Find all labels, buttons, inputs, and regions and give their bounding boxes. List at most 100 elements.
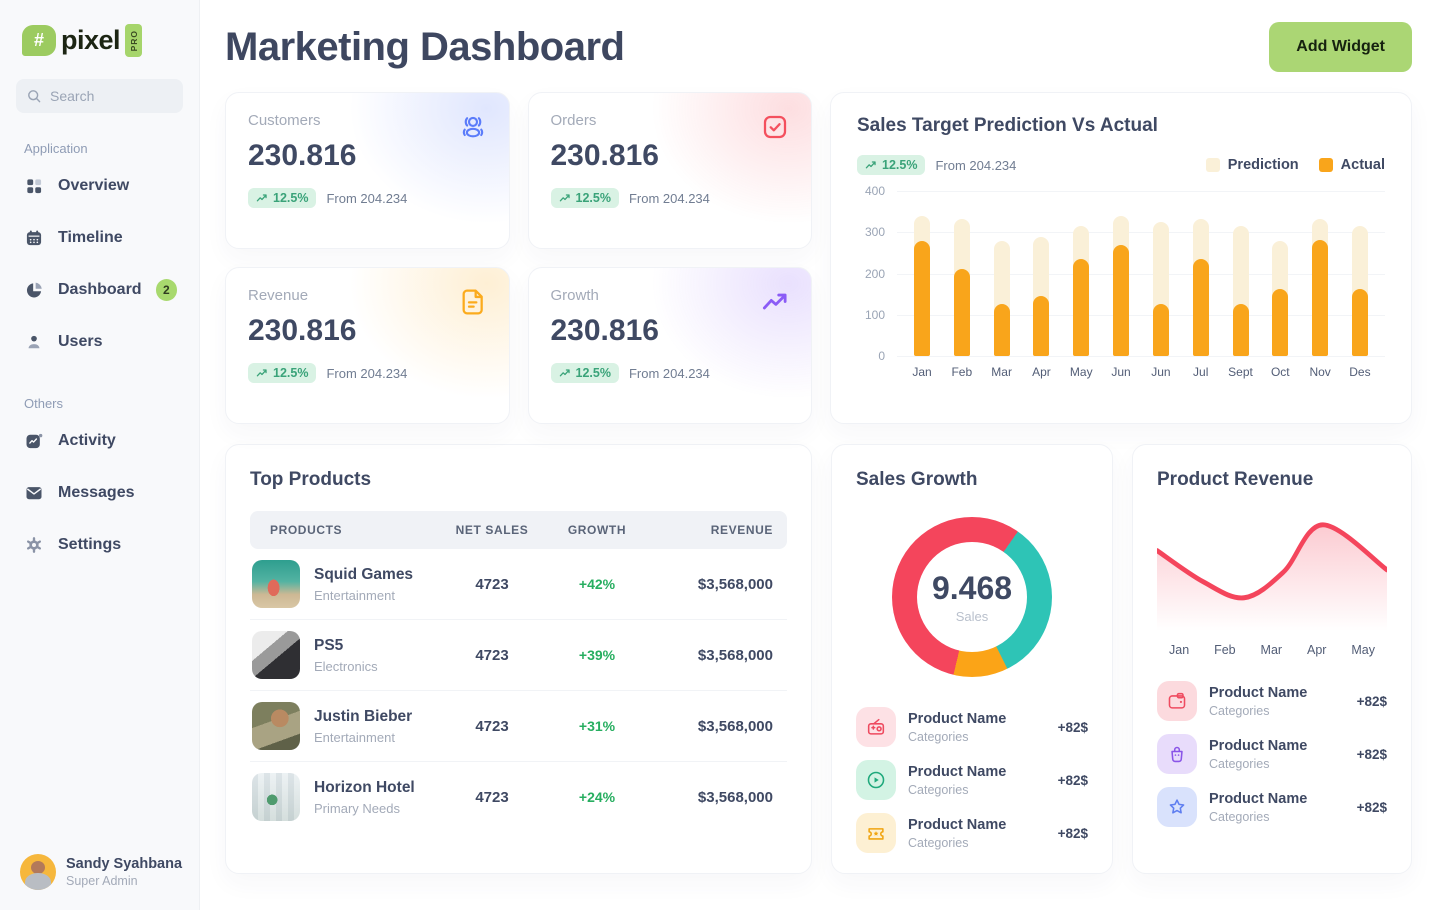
net-sales-value: 4723 bbox=[475, 788, 509, 806]
shopping-bag-icon bbox=[1157, 734, 1197, 774]
x-axis-label: May bbox=[1069, 365, 1093, 379]
logo-pro-badge: PRO bbox=[125, 24, 143, 57]
x-axis-label: Apr bbox=[1032, 365, 1051, 379]
sidebar-item-label: Overview bbox=[58, 177, 130, 194]
stat-label: Orders bbox=[550, 112, 597, 129]
bar-group: May bbox=[1064, 191, 1098, 379]
gridline bbox=[897, 191, 1385, 192]
page-header: Marketing Dashboard Add Widget bbox=[225, 22, 1412, 72]
product-value: +82$ bbox=[1057, 772, 1088, 788]
growth-value: +24% bbox=[578, 789, 616, 805]
stat-value: 230.816 bbox=[550, 139, 659, 172]
prediction-swatch bbox=[1205, 158, 1220, 172]
user-profile[interactable]: Sandy Syahbana Super Admin bbox=[16, 854, 183, 890]
product-revenue-title: Product Revenue bbox=[1157, 469, 1314, 490]
sidebar-item-dashboard[interactable]: Dashboard 2 bbox=[16, 264, 183, 316]
list-item[interactable]: Product Name Categories +82$ bbox=[856, 760, 1088, 800]
list-item[interactable]: Product Name Categories +82$ bbox=[1157, 681, 1387, 721]
search-input[interactable] bbox=[50, 88, 173, 104]
list-item[interactable]: Product Name Categories +82$ bbox=[1157, 787, 1387, 827]
sidebar-item-messages[interactable]: Messages bbox=[16, 467, 183, 519]
table-row[interactable]: Horizon Hotel Primary Needs 4723 +24% $3… bbox=[250, 762, 787, 832]
sidebar-item-label: Messages bbox=[58, 484, 135, 501]
donut-label: Sales bbox=[955, 609, 989, 624]
sales-chart-title: Sales Target Prediction Vs Actual bbox=[857, 115, 1158, 136]
net-sales-value: 4723 bbox=[475, 575, 509, 593]
pie-icon bbox=[24, 280, 44, 300]
sidebar-item-settings[interactable]: Settings bbox=[16, 519, 183, 571]
legend-item-actual: Actual bbox=[1318, 157, 1385, 173]
sidebar-item-timeline[interactable]: Timeline bbox=[16, 212, 183, 264]
top-products-title: Top Products bbox=[250, 469, 372, 490]
net-sales-value: 4723 bbox=[475, 717, 509, 735]
revenue-value: $3,568,000 bbox=[697, 717, 773, 735]
list-item[interactable]: Product Name Categories +82$ bbox=[856, 707, 1088, 747]
bar-chart-plot: Jan Feb Mar Apr May Jun Jun Jul Sept Oct Nov Des bbox=[897, 191, 1385, 379]
product-name: Product Name bbox=[1209, 684, 1308, 701]
actual-bar bbox=[1152, 303, 1169, 356]
area-chart bbox=[1157, 522, 1387, 631]
stat-footer: 12.5% From 204.234 bbox=[550, 188, 790, 208]
from-text: From 204.234 bbox=[935, 157, 1017, 173]
stat-label: Customers bbox=[248, 112, 321, 129]
search-box[interactable] bbox=[16, 79, 183, 113]
sidebar-item-label: Users bbox=[58, 333, 103, 350]
bottom-row: Top Products PRODUCTS NET SALES GROWTH R… bbox=[225, 444, 1412, 874]
grid-icon bbox=[24, 176, 44, 196]
product-category: Primary Needs bbox=[314, 800, 400, 816]
x-axis-label: Jun bbox=[1151, 365, 1171, 379]
star-icon bbox=[1157, 787, 1197, 827]
sidebar-item-activity[interactable]: Activity bbox=[16, 415, 183, 467]
donut-value: 9.468 bbox=[931, 570, 1013, 606]
chart-legend: Prediction Actual bbox=[1205, 157, 1385, 173]
mini-trend-icon bbox=[256, 369, 267, 377]
y-axis-tick: 400 bbox=[864, 184, 885, 198]
change-badge: 12.5% bbox=[550, 188, 619, 208]
actual-bar bbox=[914, 240, 930, 356]
bar-group: Nov bbox=[1303, 191, 1337, 379]
gridline bbox=[897, 273, 1385, 275]
mini-trend-icon bbox=[559, 369, 570, 377]
list-item[interactable]: Product Name Categories +82$ bbox=[856, 813, 1088, 853]
from-text: From 204.234 bbox=[628, 190, 710, 206]
product-name: Product Name bbox=[908, 816, 1007, 833]
product-category: Categories bbox=[908, 835, 969, 850]
top-row: Customers 230.816 12.5% From 204.234 bbox=[225, 92, 1412, 424]
net-sales-value: 4723 bbox=[475, 646, 509, 664]
sidebar: # pixel PRO Application Overview Timelin… bbox=[0, 0, 200, 910]
sidebar-item-overview[interactable]: Overview bbox=[16, 160, 183, 212]
gridline bbox=[897, 232, 1385, 234]
product-thumbnail bbox=[252, 702, 300, 750]
actual-bar bbox=[993, 303, 1010, 356]
x-axis-label: Jun bbox=[1111, 365, 1131, 379]
product-value: +82$ bbox=[1356, 693, 1387, 709]
gridline bbox=[897, 314, 1385, 316]
check-square-icon bbox=[759, 111, 791, 148]
product-revenue-list: Product Name Categories +82$ Product Nam… bbox=[1157, 681, 1387, 827]
logo-text: pixel bbox=[61, 25, 121, 55]
list-item[interactable]: Product Name Categories +82$ bbox=[1157, 734, 1387, 774]
wallet-icon bbox=[1157, 681, 1197, 721]
x-axis-label: Sept bbox=[1228, 365, 1253, 379]
actual-bar bbox=[1272, 288, 1289, 356]
legend-item-prediction: Prediction bbox=[1205, 157, 1299, 173]
column-header-revenue: REVENUE bbox=[710, 523, 773, 537]
add-widget-button[interactable]: Add Widget bbox=[1269, 22, 1412, 72]
y-axis-tick: 300 bbox=[864, 225, 885, 240]
donut-chart-wrap: 9.468 Sales bbox=[892, 517, 1052, 677]
stat-label: Growth bbox=[550, 287, 599, 304]
stat-card-customers: Customers 230.816 12.5% From 204.234 bbox=[225, 92, 510, 249]
table-row[interactable]: PS5 Electronics 4723 +39% $3,568,000 bbox=[250, 620, 787, 691]
revenue-value: $3,568,000 bbox=[697, 575, 773, 593]
bar-chart-bars: Jan Feb Mar Apr May Jun Jun Jul Sept Oct Nov Des bbox=[897, 191, 1385, 379]
document-icon bbox=[457, 286, 489, 323]
product-category: Categories bbox=[908, 782, 969, 797]
sidebar-item-users[interactable]: Users bbox=[16, 316, 183, 368]
table-row[interactable]: Squid Games Entertainment 4723 +42% $3,5… bbox=[250, 549, 787, 620]
top-products-card: Top Products PRODUCTS NET SALES GROWTH R… bbox=[225, 444, 812, 874]
product-category: Electronics bbox=[314, 658, 378, 674]
table-row[interactable]: Justin Bieber Entertainment 4723 +31% $3… bbox=[250, 691, 787, 762]
app-logo[interactable]: # pixel PRO bbox=[22, 24, 183, 57]
user-icon bbox=[24, 332, 44, 352]
bar-chart-y-axis: 400 300 200 100 0 bbox=[857, 184, 885, 363]
